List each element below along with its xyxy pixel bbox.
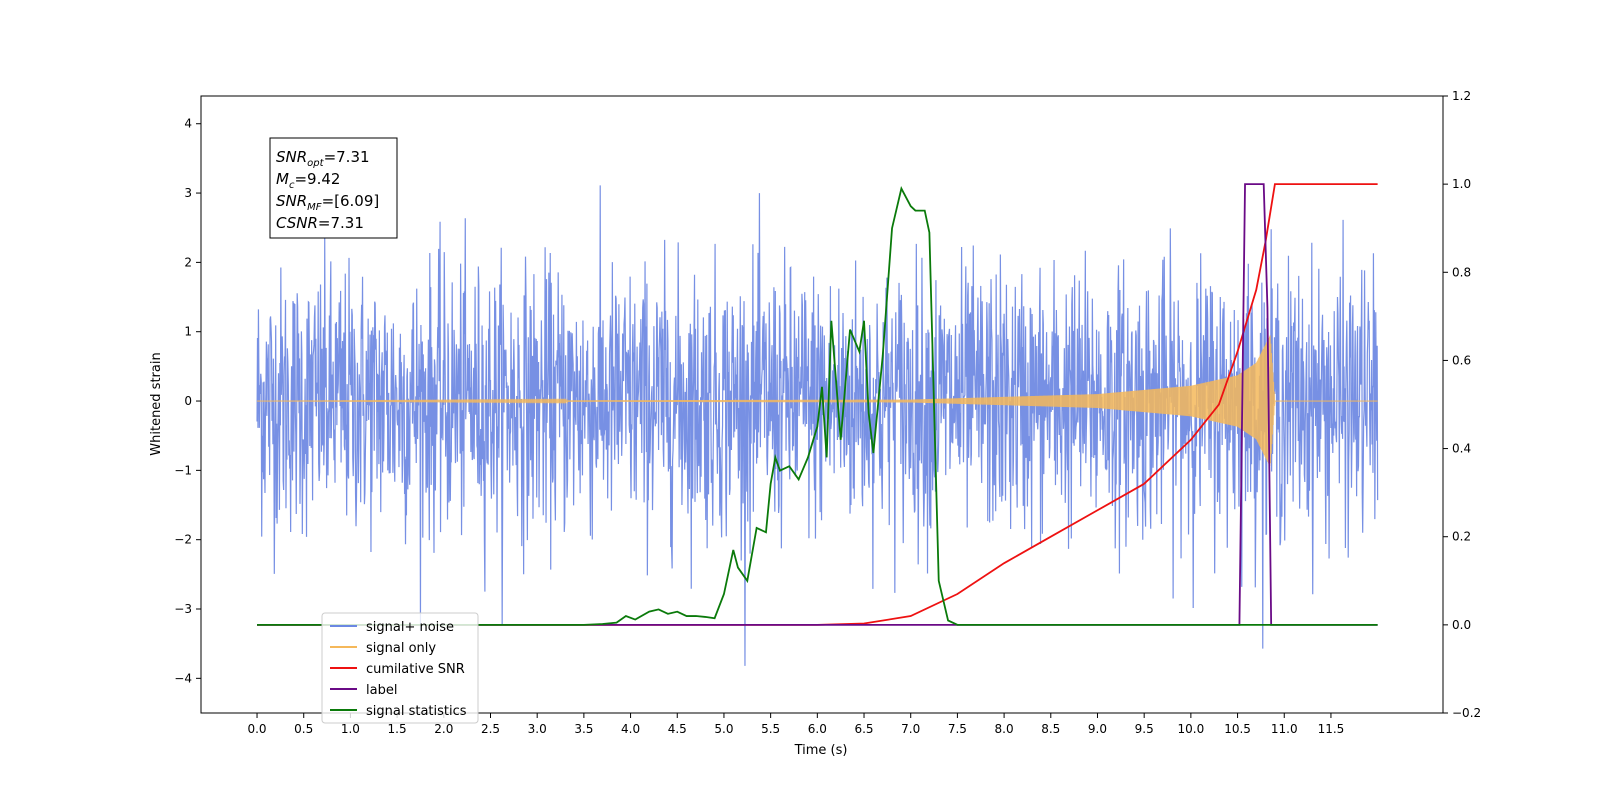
y-tick-label-right: 0.4 bbox=[1452, 442, 1471, 456]
x-tick-label: 3.0 bbox=[528, 722, 547, 736]
legend-label: label bbox=[366, 683, 397, 698]
legend: signal+ noise signal only cumilative SNR la… bbox=[321, 612, 479, 724]
tick-layer: 0.0 0.5 1.0 1.5 2.0 2.5 3.0 3.5 4.0 4.5 5.0 5.5 6.0 6… bbox=[174, 89, 1481, 736]
legend-entry: cumilative SNR bbox=[330, 662, 465, 677]
x-tick-label: 11.0 bbox=[1271, 722, 1298, 736]
y-tick-label-right: 1.2 bbox=[1452, 89, 1471, 103]
legend-label: signal only bbox=[366, 641, 436, 656]
y-tick-label-right: −0.2 bbox=[1452, 706, 1481, 720]
legend-entry: signal statistics bbox=[330, 704, 467, 719]
legend-label: signal+ noise bbox=[366, 620, 454, 635]
annotation-line: SNRMF=[6.09] bbox=[276, 192, 379, 213]
axes-frame bbox=[200, 95, 1444, 714]
series-cumulative-snr bbox=[257, 183, 1378, 626]
x-tick-label: 1.0 bbox=[341, 722, 360, 736]
x-tick-label: 5.5 bbox=[761, 722, 780, 736]
x-tick-label: 4.5 bbox=[668, 722, 687, 736]
legend-entry: signal only bbox=[330, 641, 436, 656]
x-tick-label: 6.0 bbox=[808, 722, 827, 736]
y-tick-label-left: −4 bbox=[174, 671, 192, 685]
x-tick-label: 2.0 bbox=[434, 722, 453, 736]
series-signal-statistics bbox=[257, 186, 1378, 626]
y-tick-label-left: 4 bbox=[184, 117, 192, 131]
x-tick-label: 7.5 bbox=[948, 722, 967, 736]
y-tick-label-left: 2 bbox=[184, 255, 192, 269]
y-tick-label-right: 0.0 bbox=[1452, 618, 1471, 632]
y-tick-label-left: 0 bbox=[184, 394, 192, 408]
x-tick-label: 11.5 bbox=[1318, 722, 1345, 736]
y-tick-label-left: −3 bbox=[174, 602, 192, 616]
annotation-frame bbox=[269, 137, 398, 239]
y-tick-label-right: 1.0 bbox=[1452, 177, 1471, 191]
x-tick-label: 1.5 bbox=[388, 722, 407, 736]
legend-label: cumilative SNR bbox=[366, 662, 465, 677]
annotation-line: Mc=9.42 bbox=[276, 170, 340, 191]
x-tick-label: 3.5 bbox=[574, 722, 593, 736]
x-tick-label: 2.5 bbox=[481, 722, 500, 736]
x-axis-label: Time (s) bbox=[794, 743, 848, 758]
series-signal-plus-noise bbox=[256, 185, 1379, 666]
series-signal-only bbox=[257, 335, 1378, 467]
y-tick-label-right: 0.2 bbox=[1452, 530, 1471, 544]
annotation-line: CSNR=7.31 bbox=[276, 214, 364, 232]
x-tick-label: 7.0 bbox=[901, 722, 920, 736]
x-tick-label: 9.5 bbox=[1135, 722, 1154, 736]
plot-area bbox=[256, 183, 1379, 666]
x-tick-label: 10.5 bbox=[1224, 722, 1251, 736]
y-axis-label: Whitened strain bbox=[149, 352, 164, 455]
y-tick-label-left: 3 bbox=[184, 186, 192, 200]
x-tick-label: 10.0 bbox=[1178, 722, 1205, 736]
x-tick-label: 5.0 bbox=[714, 722, 733, 736]
y-tick-label-left: −2 bbox=[174, 533, 192, 547]
y-tick-label-right: 0.6 bbox=[1452, 353, 1471, 367]
x-tick-label: 0.0 bbox=[247, 722, 266, 736]
y-tick-label-left: 1 bbox=[184, 325, 192, 339]
legend-frame bbox=[321, 612, 479, 724]
y-tick-label-right: 0.8 bbox=[1452, 265, 1471, 279]
x-tick-label: 8.0 bbox=[995, 722, 1014, 736]
annotation-line: SNRopt=7.31 bbox=[276, 148, 370, 169]
x-tick-label: 0.5 bbox=[294, 722, 313, 736]
legend-label: signal statistics bbox=[366, 704, 467, 719]
x-tick-label: 6.5 bbox=[854, 722, 873, 736]
x-tick-label: 9.0 bbox=[1088, 722, 1107, 736]
x-tick-label: 8.5 bbox=[1041, 722, 1060, 736]
x-tick-label: 4.0 bbox=[621, 722, 640, 736]
legend-entry: signal+ noise bbox=[330, 620, 454, 635]
y-tick-label-left: −1 bbox=[174, 463, 192, 477]
legend-entry: label bbox=[330, 683, 397, 698]
